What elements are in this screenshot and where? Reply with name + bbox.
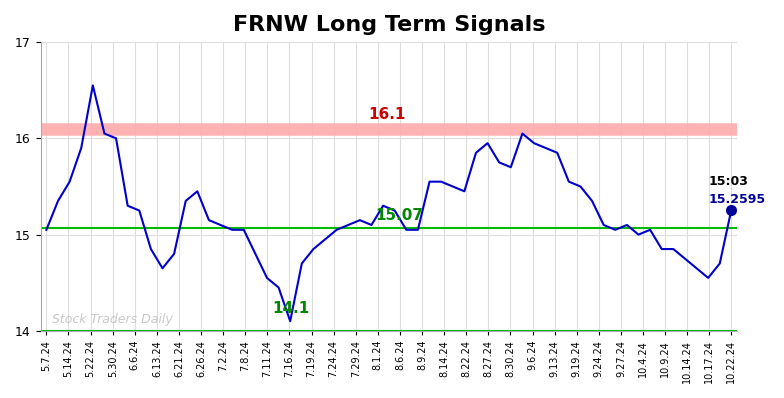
Title: FRNW Long Term Signals: FRNW Long Term Signals	[233, 15, 545, 35]
Text: 14.1: 14.1	[273, 301, 310, 316]
Text: 15.2595: 15.2595	[708, 193, 765, 206]
Text: 15:03: 15:03	[708, 176, 748, 188]
Text: 15.07: 15.07	[376, 208, 423, 223]
Text: 16.1: 16.1	[368, 107, 405, 122]
Text: Stock Traders Daily: Stock Traders Daily	[53, 313, 173, 326]
